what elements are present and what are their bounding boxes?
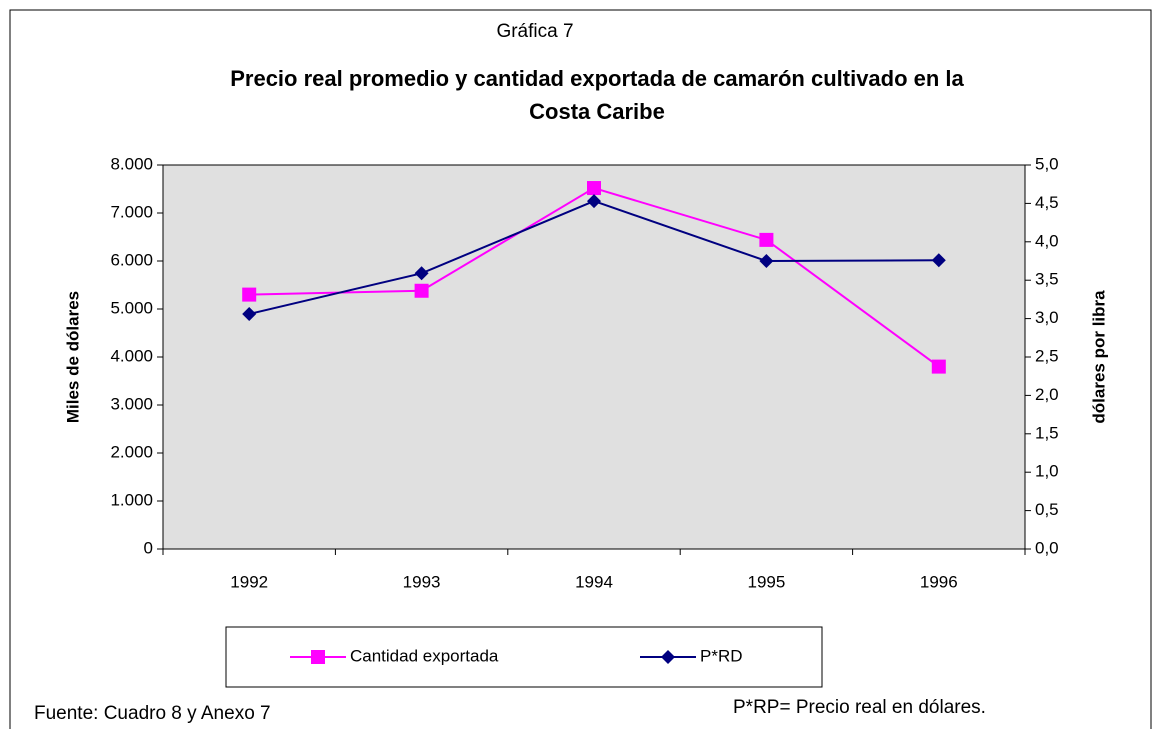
y-tick-label: 7.000 bbox=[110, 202, 153, 221]
chart-title: Precio real promedio y cantidad exportad… bbox=[230, 66, 964, 91]
plot-area bbox=[162, 164, 1026, 550]
x-tick-label: 1993 bbox=[403, 572, 441, 591]
y2-tick-label: 4,5 bbox=[1035, 193, 1059, 212]
legend-label: Cantidad exportada bbox=[350, 646, 499, 665]
marker bbox=[931, 359, 946, 374]
marker bbox=[759, 254, 774, 268]
x-tick-label: 1992 bbox=[230, 572, 268, 591]
marker bbox=[759, 232, 774, 247]
y2-tick-label: 1,5 bbox=[1035, 423, 1059, 442]
x-tick-label: 1996 bbox=[920, 572, 958, 591]
marker bbox=[414, 266, 429, 281]
marker bbox=[242, 306, 257, 321]
y2-axis-label: dólares por libra bbox=[1089, 290, 1108, 424]
y-tick-label: 1.000 bbox=[110, 490, 153, 509]
y2-tick-label: 0,5 bbox=[1035, 500, 1059, 519]
y2-tick-label: 1,0 bbox=[1035, 462, 1059, 481]
marker bbox=[587, 181, 601, 196]
chart-title: Costa Caribe bbox=[529, 99, 665, 124]
y2-tick-label: 0,0 bbox=[1035, 538, 1059, 557]
y-tick-label: 3.000 bbox=[110, 394, 153, 413]
marker bbox=[242, 287, 257, 302]
y-tick-label: 5.000 bbox=[110, 298, 153, 317]
y2-tick-label: 4,0 bbox=[1035, 231, 1059, 250]
marker bbox=[931, 253, 946, 268]
y2-tick-label: 5,0 bbox=[1035, 154, 1059, 173]
y2-tick-label: 2,0 bbox=[1035, 385, 1059, 404]
note: P*RP= Precio real en dólares. bbox=[733, 697, 986, 718]
y-axis-label: Miles de dólares bbox=[63, 291, 82, 423]
source-note: Fuente: Cuadro 8 y Anexo 7 bbox=[34, 703, 271, 724]
chart-frame bbox=[9, 9, 1152, 729]
x-tick-label: 1994 bbox=[575, 572, 613, 591]
marker bbox=[311, 650, 325, 664]
y2-tick-label: 2,5 bbox=[1035, 346, 1059, 365]
y2-tick-label: 3,5 bbox=[1035, 270, 1059, 289]
x-tick-label: 1995 bbox=[747, 572, 785, 591]
legend-label: P*RD bbox=[700, 646, 743, 665]
y-tick-label: 2.000 bbox=[110, 442, 153, 461]
y-tick-label: 4.000 bbox=[110, 346, 153, 365]
y-tick-label: 0 bbox=[144, 538, 153, 557]
y-tick-label: 8.000 bbox=[110, 154, 153, 173]
y-tick-label: 6.000 bbox=[110, 250, 153, 269]
y2-tick-label: 3,0 bbox=[1035, 308, 1059, 327]
marker bbox=[414, 283, 429, 298]
marker bbox=[587, 194, 601, 209]
marker bbox=[661, 650, 675, 664]
chart-header: Gráfica 7 bbox=[496, 21, 573, 42]
